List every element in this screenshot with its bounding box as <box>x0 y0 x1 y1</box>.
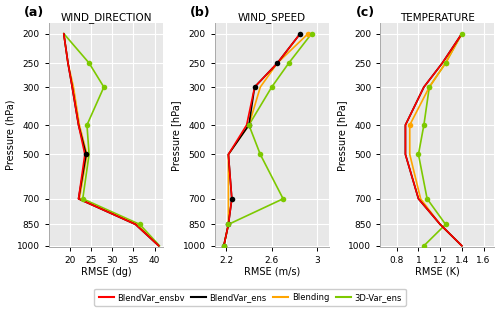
Text: (b): (b) <box>190 6 210 19</box>
X-axis label: RMSE (dg): RMSE (dg) <box>80 267 132 277</box>
Y-axis label: Pressure [hPa]: Pressure [hPa] <box>337 100 347 170</box>
X-axis label: RMSE (m/s): RMSE (m/s) <box>244 267 300 277</box>
Title: WIND_DIRECTION: WIND_DIRECTION <box>60 12 152 23</box>
Y-axis label: Pressure (hPa): Pressure (hPa) <box>6 100 16 170</box>
Legend: BlendVar_ensbv, BlendVar_ens, Blending, 3D-Var_ens: BlendVar_ensbv, BlendVar_ens, Blending, … <box>94 289 406 306</box>
Text: (c): (c) <box>356 6 374 19</box>
Text: (a): (a) <box>24 6 44 19</box>
Y-axis label: Pressure [hPa]: Pressure [hPa] <box>172 100 181 170</box>
X-axis label: RMSE (K): RMSE (K) <box>415 267 460 277</box>
Title: TEMPERATURE: TEMPERATURE <box>400 12 475 23</box>
Title: WIND_SPEED: WIND_SPEED <box>238 12 306 23</box>
